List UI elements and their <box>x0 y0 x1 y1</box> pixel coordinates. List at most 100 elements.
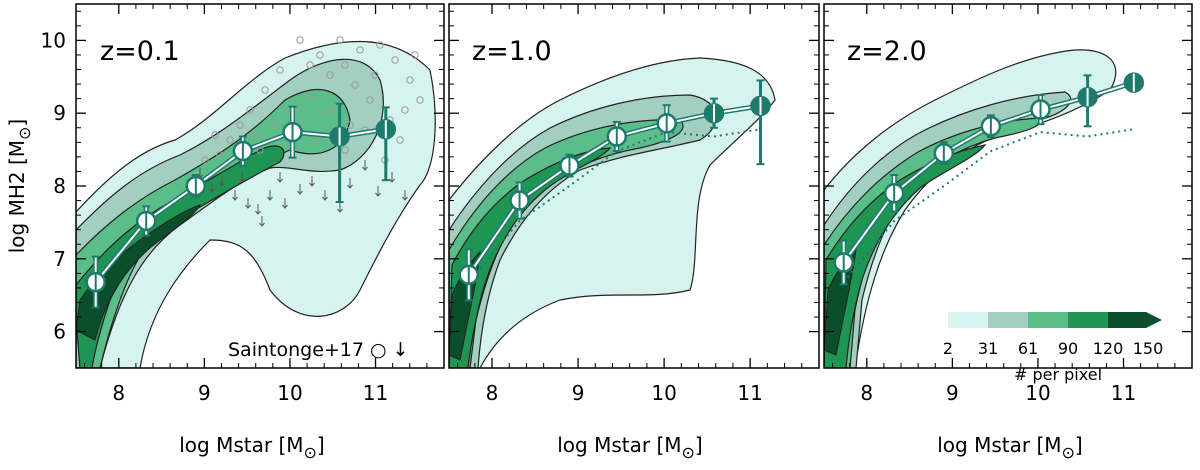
colorbar-tick-label: 150 <box>1133 339 1164 358</box>
saintonge-upper-limit-head <box>309 182 315 187</box>
colorbar-segment <box>1028 312 1068 328</box>
panel-z10: 8 9 10 11 z=1.0 <box>448 3 820 405</box>
saintonge-detection-point <box>341 61 349 69</box>
saintonge-legend: Saintonge+17 ○ ↓ <box>228 339 409 361</box>
saintonge-detection-point <box>346 121 354 129</box>
x-axis-title-p2-text: log Mstar [M <box>937 433 1061 457</box>
x-axis-title-p2: log Mstar [M⊙] <box>937 433 1082 462</box>
saintonge-upper-limit-head <box>322 196 328 201</box>
colorbar: 2 31 61 90 120 150 <box>943 312 1163 358</box>
saintonge-detection-point <box>326 71 334 79</box>
panel-z20: 8 9 10 11 z=2.0 2 31 61 90 120 150 # per pixel <box>823 3 1193 405</box>
colorbar-tick-label: 31 <box>978 339 998 358</box>
svg-text:log Mstar [M⊙]: log Mstar [M⊙] <box>937 433 1082 462</box>
panel-z10-label: z=1.0 <box>472 36 552 67</box>
panel-z10-density <box>449 57 776 368</box>
saintonge-detection-point <box>406 76 414 84</box>
svg-text:log MH2 [M⊙]: log MH2 [M⊙] <box>5 119 34 254</box>
y-axis-title: log MH2 [M⊙] <box>5 119 34 254</box>
x-axis-title-p1: log Mstar [M⊙] <box>557 433 702 462</box>
x-axis-solar-p1: ⊙ <box>682 443 695 462</box>
saintonge-upper-limit-head <box>267 196 273 201</box>
saintonge-upper-limit-head <box>347 184 353 189</box>
saintonge-detection-point <box>226 136 234 144</box>
colorbar-segment-arrow <box>1108 312 1162 328</box>
x-axis-solar-p0: ⊙ <box>304 443 317 462</box>
saintonge-upper-limit-head <box>402 196 408 201</box>
saintonge-detection-point <box>201 156 209 164</box>
y-axis-title-text: log MH2 [M <box>5 140 29 253</box>
y-tick-label: 8 <box>53 174 66 198</box>
saintonge-detection-point <box>336 36 344 44</box>
x-tick-label: 8 <box>860 381 873 405</box>
saintonge-detection-point <box>306 61 314 69</box>
x-tick-label: 11 <box>737 381 762 405</box>
panel-z01-median <box>85 102 397 309</box>
colorbar-label: # per pixel <box>1014 365 1102 384</box>
saintonge-detection-point <box>356 46 364 54</box>
x-tick-label: 9 <box>198 381 211 405</box>
colorbar-segment <box>948 312 988 328</box>
saintonge-detection-point <box>251 131 259 139</box>
saintonge-upper-limit-head <box>209 188 215 193</box>
saintonge-detection-point <box>216 151 224 159</box>
saintonge-detection-point <box>396 136 404 144</box>
x-tick-label: 8 <box>112 381 125 405</box>
x-tick-label: 11 <box>363 381 388 405</box>
saintonge-upper-limit-head <box>259 222 265 227</box>
saintonge-detection-point <box>316 51 324 59</box>
x-tick-label: 10 <box>1025 381 1050 405</box>
saintonge-detection-point <box>326 106 334 114</box>
saintonge-upper-limit-head <box>389 178 395 183</box>
svg-text:log Mstar [M⊙]: log Mstar [M⊙] <box>557 433 702 462</box>
x-tick-label: 8 <box>486 381 499 405</box>
saintonge-detection-point <box>246 106 254 114</box>
saintonge-upper-limit-head <box>245 204 251 209</box>
saintonge-points <box>197 36 424 227</box>
y-tick-label: 9 <box>53 101 66 125</box>
saintonge-detection-point <box>296 36 304 44</box>
saintonge-detection-point <box>351 81 359 89</box>
saintonge-detection-point <box>271 121 279 129</box>
saintonge-upper-limit-head <box>282 204 288 209</box>
x-tick-label: 9 <box>946 381 959 405</box>
saintonge-detection-point <box>391 56 399 64</box>
saintonge-upper-limit-head <box>362 166 368 171</box>
reference-median-dotted <box>842 128 1134 283</box>
saintonge-upper-limit-head <box>375 192 381 197</box>
saintonge-upper-limit-head <box>219 182 225 187</box>
saintonge-detection-point <box>416 96 424 104</box>
panel-z20-median <box>833 72 1145 286</box>
panel-z01-label: z=0.1 <box>100 36 180 67</box>
svg-text:log Mstar [M⊙]: log Mstar [M⊙] <box>179 433 324 462</box>
panel-z10-ticks: 8 9 10 11 <box>449 4 819 405</box>
colorbar-tick-label: 120 <box>1093 339 1124 358</box>
x-axis-title-p1-text: log Mstar [M <box>557 433 681 457</box>
saintonge-detection-point <box>276 66 284 74</box>
y-tick-label: 10 <box>41 28 66 52</box>
x-axis-title-p0-text: log Mstar [M <box>179 433 303 457</box>
saintonge-detection-point <box>401 106 409 114</box>
y-axis-solar: ⊙ <box>15 127 34 140</box>
panel-z20-label: z=2.0 <box>847 36 927 67</box>
y-tick-label: 6 <box>53 320 66 344</box>
colorbar-segment <box>988 312 1028 328</box>
y-tick-label: 7 <box>53 247 66 271</box>
x-tick-label: 10 <box>651 381 676 405</box>
colorbar-tick-label: 61 <box>1018 339 1038 358</box>
saintonge-upper-limit-head <box>337 208 343 213</box>
panel-z10-median <box>458 79 771 302</box>
saintonge-detection-point <box>306 91 314 99</box>
saintonge-upper-limit-head <box>239 178 245 183</box>
x-tick-label: 11 <box>1111 381 1136 405</box>
panel-z01-density <box>76 40 436 368</box>
panel-z01: 8 9 10 11 6 7 8 9 10 z=0.1 Saintonge+17 ○ ↓ <box>41 3 445 405</box>
x-tick-label: 10 <box>277 381 302 405</box>
saintonge-detection-point <box>211 131 219 139</box>
colorbar-tick-label: 90 <box>1058 339 1078 358</box>
panel-z01-ticks: 8 9 10 11 6 7 8 9 10 <box>41 4 444 405</box>
saintonge-detection-point <box>341 146 349 154</box>
saintonge-detection-point <box>376 41 384 49</box>
saintonge-upper-limit-head <box>277 178 283 183</box>
